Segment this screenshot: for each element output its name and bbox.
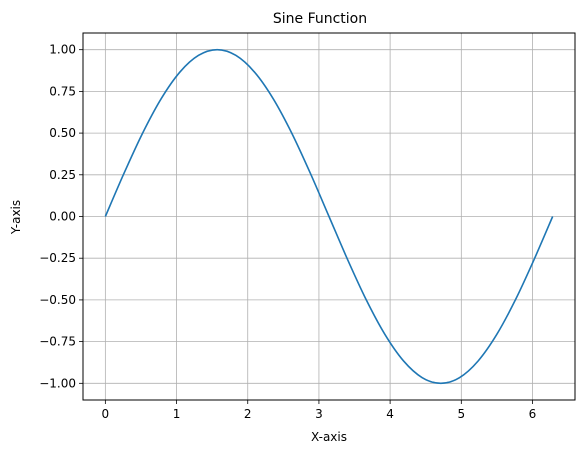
x-tick-label: 5 bbox=[457, 407, 465, 421]
y-tick-label: 0.00 bbox=[49, 210, 76, 224]
x-tick-label: 0 bbox=[102, 407, 110, 421]
y-tick-label: −0.50 bbox=[39, 293, 76, 307]
y-tick-label: 0.50 bbox=[49, 126, 76, 140]
chart-title: Sine Function bbox=[273, 11, 367, 27]
y-axis-label: Y-axis bbox=[9, 200, 23, 235]
tick-labels: 0 1 2 3 4 5 6 1.00 0.75 0.50 0.25 0.00 −0.25 −0.50 −0.… bbox=[39, 43, 536, 421]
series-layer bbox=[104, 48, 554, 385]
x-axis-label: X-axis bbox=[311, 430, 347, 444]
y-tick-label: −0.75 bbox=[39, 335, 76, 349]
y-tick-label: −1.00 bbox=[39, 376, 76, 390]
y-tick-label: −0.25 bbox=[39, 251, 76, 265]
plot-frame bbox=[82, 32, 576, 401]
x-tick-label: 1 bbox=[173, 407, 181, 421]
y-tick-label: 1.00 bbox=[49, 43, 76, 57]
y-tick-label: 0.75 bbox=[49, 84, 76, 98]
x-tick-label: 3 bbox=[315, 407, 323, 421]
tick-marks bbox=[79, 49, 533, 404]
x-tick-label: 2 bbox=[244, 407, 252, 421]
grid-lines bbox=[83, 33, 575, 400]
x-tick-label: 6 bbox=[529, 407, 537, 421]
y-tick-label: 0.25 bbox=[49, 168, 76, 182]
sine-series-line bbox=[104, 48, 554, 385]
x-tick-label: 4 bbox=[386, 407, 394, 421]
